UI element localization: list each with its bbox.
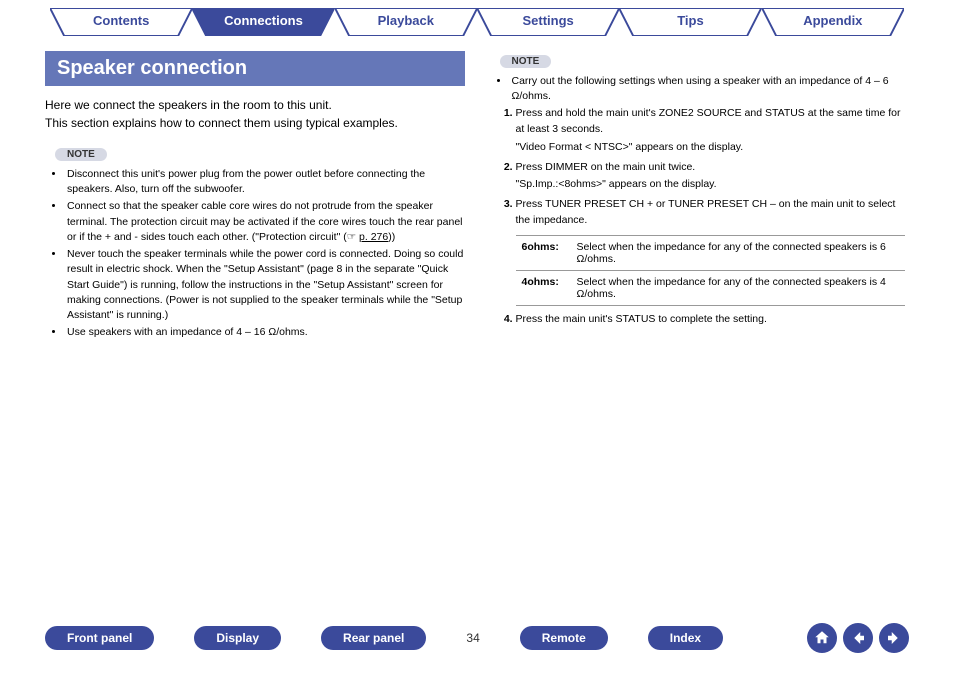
tab-appendix[interactable]: Appendix	[762, 8, 904, 36]
footer-link-display[interactable]: Display	[194, 626, 281, 650]
step-item: Press DIMMER on the main unit twice."Sp.…	[516, 160, 910, 194]
tab-tips[interactable]: Tips	[619, 8, 761, 36]
impedance-table: 6ohms:Select when the impedance for any …	[516, 235, 906, 306]
right-note-intro-list: Carry out the following settings when us…	[490, 74, 910, 104]
tab-contents[interactable]: Contents	[50, 8, 192, 36]
footer-link-remote[interactable]: Remote	[520, 626, 608, 650]
next-page-icon[interactable]	[879, 623, 909, 653]
left-note-item: Use speakers with an impedance of 4 – 16…	[65, 325, 465, 340]
tab-settings[interactable]: Settings	[477, 8, 619, 36]
page-number: 34	[466, 631, 479, 645]
page-content: Speaker connection Here we connect the s…	[0, 36, 954, 342]
impedance-desc: Select when the impedance for any of the…	[571, 270, 906, 305]
page-link-276[interactable]: p. 276	[359, 231, 388, 243]
footer-bar: Front panel Display Rear panel 34 Remote…	[0, 623, 954, 653]
nav-icons	[807, 623, 909, 653]
tab-connections[interactable]: Connections	[192, 8, 334, 36]
footer-link-rear-panel[interactable]: Rear panel	[321, 626, 426, 650]
note-badge-left: NOTE	[55, 148, 107, 161]
section-heading: Speaker connection	[45, 51, 465, 86]
intro-text: Here we connect the speakers in the room…	[45, 96, 465, 132]
impedance-label: 4ohms:	[516, 270, 571, 305]
step-sub: "Sp.Imp.:<8ohms>" appears on the display…	[516, 177, 910, 193]
footer-link-index[interactable]: Index	[648, 626, 723, 650]
left-note-list: Disconnect this unit's power plug from t…	[45, 167, 465, 340]
left-note-item: Connect so that the speaker cable core w…	[65, 199, 465, 245]
top-tabs: Contents Connections Playback Settings T…	[0, 0, 954, 36]
note-badge-right: NOTE	[500, 55, 552, 68]
step-sub: "Video Format < NTSC>" appears on the di…	[516, 140, 910, 156]
home-icon[interactable]	[807, 623, 837, 653]
left-note-item: Never touch the speaker terminals while …	[65, 247, 465, 323]
impedance-label: 6ohms:	[516, 235, 571, 270]
impedance-row: 6ohms:Select when the impedance for any …	[516, 235, 906, 270]
intro-line-1: Here we connect the speakers in the room…	[45, 98, 332, 112]
impedance-row: 4ohms:Select when the impedance for any …	[516, 270, 906, 305]
step4-list: Press the main unit's STATUS to complete…	[502, 312, 910, 328]
intro-line-2: This section explains how to connect the…	[45, 116, 398, 130]
footer-link-front-panel[interactable]: Front panel	[45, 626, 154, 650]
steps-list: Press and hold the main unit's ZONE2 SOU…	[502, 106, 910, 228]
prev-page-icon[interactable]	[843, 623, 873, 653]
step-item: Press and hold the main unit's ZONE2 SOU…	[516, 106, 910, 155]
step-4: Press the main unit's STATUS to complete…	[516, 312, 910, 328]
step-item: Press TUNER PRESET CH + or TUNER PRESET …	[516, 197, 910, 229]
left-note-item: Disconnect this unit's power plug from t…	[65, 167, 465, 197]
tab-playback[interactable]: Playback	[335, 8, 477, 36]
impedance-desc: Select when the impedance for any of the…	[571, 235, 906, 270]
left-column: Speaker connection Here we connect the s…	[45, 51, 465, 342]
right-column: NOTE Carry out the following settings wh…	[490, 51, 910, 342]
right-note-intro: Carry out the following settings when us…	[510, 74, 910, 104]
